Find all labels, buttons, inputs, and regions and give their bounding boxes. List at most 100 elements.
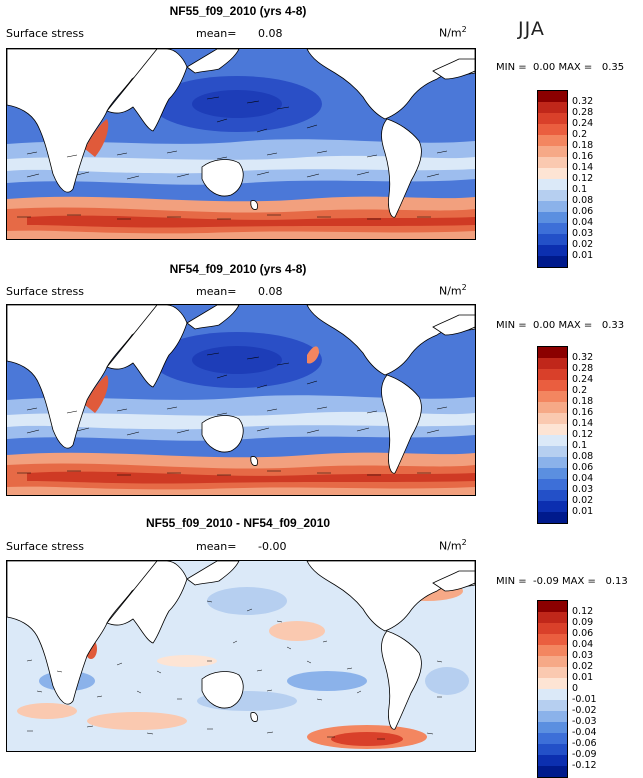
panel-1-minmax: MIN = 0.00 MAX = 0.35 [496, 62, 625, 73]
colorbar-tick-label: 0.12 [572, 172, 594, 184]
panel-2-mean-value: 0.08 [258, 285, 283, 298]
panel-2-minmax: MIN = 0.00 MAX = 0.33 [496, 320, 625, 331]
panel-3-title: NF55_f09_2010 - NF54_f09_2010 [145, 516, 331, 530]
colorbar-swatch [538, 135, 567, 146]
colorbar-tick-label: 0.1 [572, 183, 588, 195]
colorbar-swatch [538, 733, 567, 744]
colorbar-swatch [538, 391, 567, 402]
panel-2-map [6, 304, 476, 496]
panel-2-vector-field [17, 352, 448, 476]
colorbar-swatch [538, 256, 567, 267]
colorbar-tick-label: 0.32 [572, 95, 594, 107]
colorbar-swatch [538, 689, 567, 700]
colorbar-tick-label: 0.01 [572, 249, 594, 261]
colorbar-swatch [538, 113, 567, 124]
colorbar-swatch [538, 766, 567, 777]
colorbar-tick-label: 0.03 [572, 227, 594, 239]
colorbar-tick-label: -0.12 [572, 759, 597, 771]
colorbar-swatch [538, 102, 567, 113]
colorbar-swatch [538, 347, 567, 358]
colorbar-tick-label: 0.02 [572, 238, 594, 250]
colorbar-swatch [538, 479, 567, 490]
panel-1-map [6, 48, 476, 240]
panel-1-field-label: Surface stress [6, 27, 84, 40]
panel-3-minmax: MIN = -0.09 MAX = 0.13 [496, 576, 628, 587]
colorbar-tick-label: 0.24 [572, 373, 594, 385]
panel-3-map [6, 560, 476, 752]
colorbar-tick-label: 0.2 [572, 128, 588, 140]
panel-1-mean-value: 0.08 [258, 27, 283, 40]
colorbar-tick-label: 0.02 [572, 494, 594, 506]
colorbar-swatch [538, 501, 567, 512]
colorbar-swatch [538, 358, 567, 369]
season-label: JJA [518, 18, 545, 40]
colorbar-tick-label: -0.02 [572, 704, 597, 716]
colorbar-swatch [538, 245, 567, 256]
colorbar-swatch [538, 667, 567, 678]
colorbar-tick-label: 0.32 [572, 351, 594, 363]
panel-3-units: N/m2 [439, 538, 467, 553]
colorbar-tick-label: 0.04 [572, 216, 594, 228]
colorbar-swatch [538, 168, 567, 179]
colorbar-tick-label: -0.01 [572, 693, 597, 705]
colorbar-swatch [538, 457, 567, 468]
colorbar-tick-label: -0.09 [572, 748, 597, 760]
colorbar-tick-label: 0.01 [572, 505, 594, 517]
colorbar-swatch [538, 223, 567, 234]
colorbar-tick-label: 0.14 [572, 161, 594, 173]
panel-2-units: N/m2 [439, 283, 467, 298]
colorbar-tick-label: 0.24 [572, 117, 594, 129]
panel-1-colorbar [537, 90, 568, 268]
colorbar-swatch [538, 413, 567, 424]
panel-3-mean-value: -0.00 [258, 540, 287, 553]
colorbar-tick-label: 0.08 [572, 450, 594, 462]
colorbar-swatch [538, 512, 567, 523]
panel-1-units: N/m2 [439, 25, 467, 40]
colorbar-tick-label: 0.18 [572, 395, 594, 407]
colorbar-tick-label: 0.14 [572, 417, 594, 429]
colorbar-swatch [538, 645, 567, 656]
colorbar-tick-label: 0.16 [572, 406, 594, 418]
colorbar-swatch [538, 446, 567, 457]
colorbar-tick-label: 0.04 [572, 472, 594, 484]
colorbar-tick-label: 0.08 [572, 194, 594, 206]
colorbar-swatch [538, 744, 567, 755]
colorbar-tick-label: 0.03 [572, 649, 594, 661]
colorbar-tick-label: 0.1 [572, 439, 588, 451]
colorbar-tick-label: 0.06 [572, 205, 594, 217]
colorbar-tick-label: 0.03 [572, 483, 594, 495]
colorbar-swatch [538, 201, 567, 212]
colorbar-tick-label: 0.28 [572, 106, 594, 118]
colorbar-tick-label: 0.28 [572, 362, 594, 374]
panel-1-title: NF55_f09_2010 (yrs 4-8) [169, 4, 307, 18]
colorbar-swatch [538, 656, 567, 667]
panel-2-title: NF54_f09_2010 (yrs 4-8) [169, 262, 307, 276]
panel-1-vector-field [17, 96, 448, 220]
panel-3-field-label: Surface stress [6, 540, 84, 553]
colorbar-swatch [538, 612, 567, 623]
colorbar-tick-label: 0.06 [572, 461, 594, 473]
colorbar-swatch [538, 424, 567, 435]
colorbar-tick-label: 0.12 [572, 605, 594, 617]
colorbar-tick-label: 0.04 [572, 638, 594, 650]
colorbar-swatch [538, 91, 567, 102]
colorbar-swatch [538, 755, 567, 766]
colorbar-swatch [538, 623, 567, 634]
colorbar-tick-label: 0.2 [572, 384, 588, 396]
colorbar-swatch [538, 190, 567, 201]
colorbar-tick-label: 0.18 [572, 139, 594, 151]
panel-1-mean-label: mean= [196, 27, 237, 40]
panel-2-field-label: Surface stress [6, 285, 84, 298]
colorbar-tick-label: 0.12 [572, 428, 594, 440]
colorbar-swatch [538, 234, 567, 245]
panel-3-vector-field [26, 600, 443, 740]
panel-2-mean-label: mean= [196, 285, 237, 298]
colorbar-swatch [538, 402, 567, 413]
panel-3-colorbar [537, 600, 568, 778]
colorbar-swatch [538, 369, 567, 380]
colorbar-swatch [538, 212, 567, 223]
colorbar-swatch [538, 157, 567, 168]
colorbar-swatch [538, 146, 567, 157]
colorbar-swatch [538, 601, 567, 612]
colorbar-swatch [538, 179, 567, 190]
